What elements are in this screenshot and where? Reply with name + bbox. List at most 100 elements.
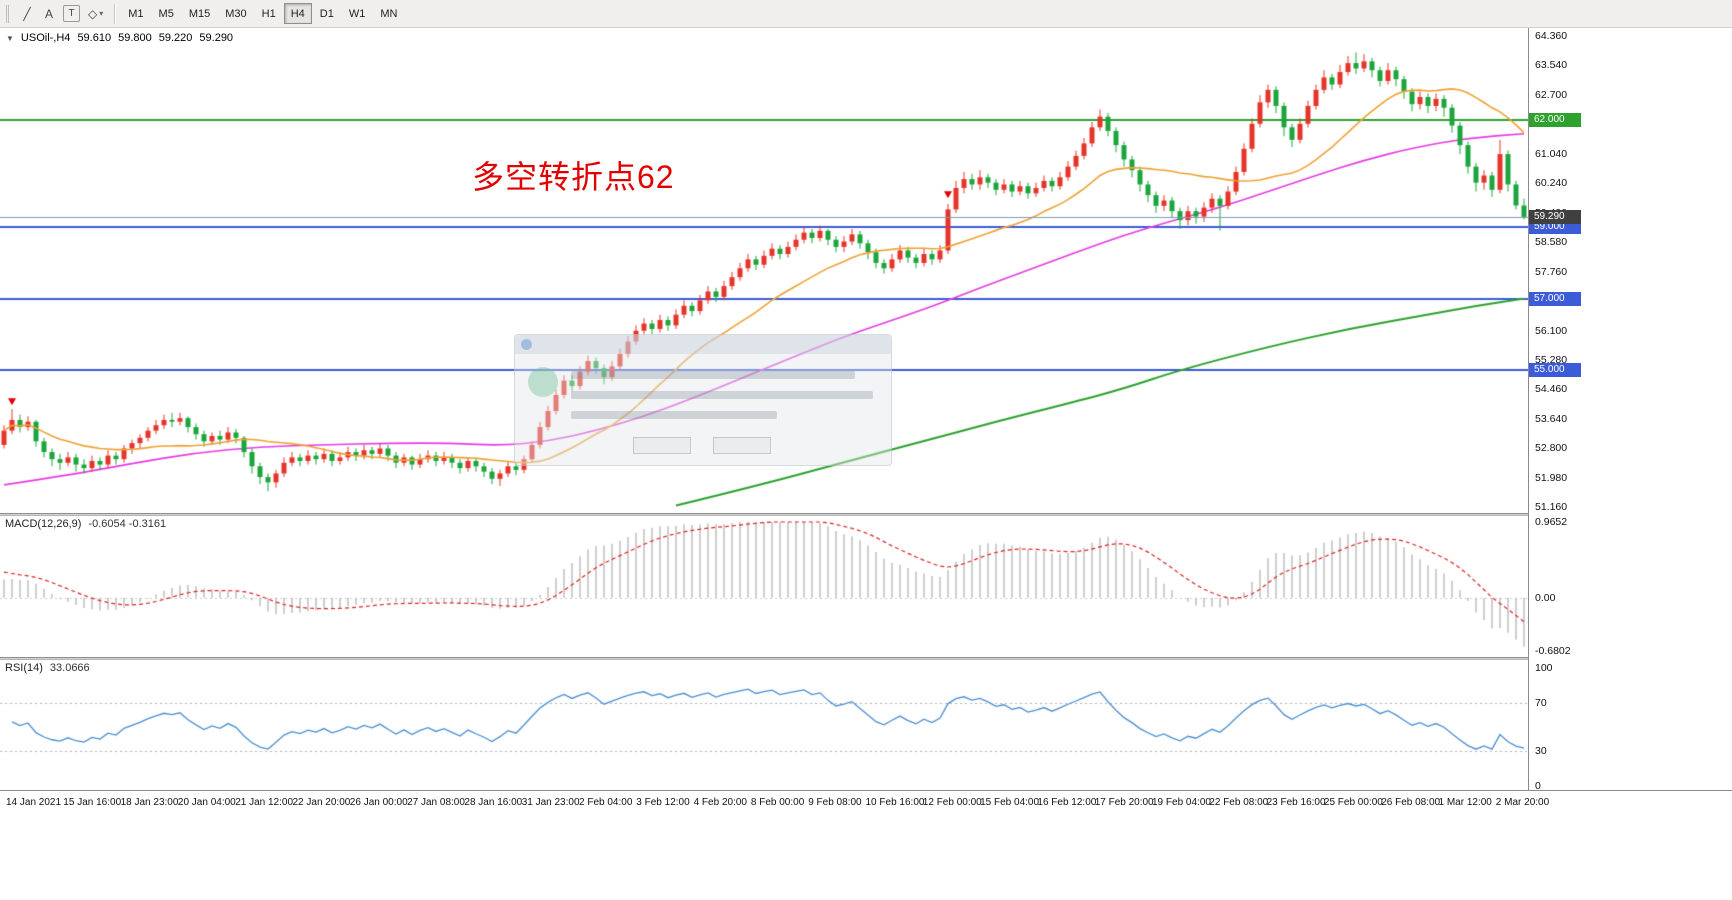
time-axis-label: 10 Feb 16:00: [865, 797, 925, 808]
rsi-panel-chart[interactable]: [0, 660, 1528, 790]
trendline-tool-button[interactable]: ╱: [16, 3, 38, 25]
watermark-text-line: [571, 391, 873, 399]
time-axis-label: 19 Feb 04:00: [1152, 797, 1211, 808]
rsi-scale-label: 70: [1535, 697, 1547, 710]
price-scale-label: 53.640: [1535, 412, 1568, 425]
time-axis-label: 22 Jan 20:00: [292, 797, 351, 808]
toolbar: ╱ A T ◇ ▾ M1 M5 M15 M30 H1 H4 D1 W1 MN: [0, 0, 1732, 28]
bid-price-badge: 59.290: [1529, 209, 1581, 224]
macd-scale-label: 0.00: [1535, 591, 1556, 604]
time-axis-label: 2 Mar 20:00: [1495, 797, 1550, 808]
symbol-period-label: USOil-,H4: [20, 32, 71, 44]
macd-label: MACD(12,26,9) -0.6054 -0.3161: [5, 518, 166, 530]
price-scale-label: 62.700: [1535, 89, 1568, 102]
time-axis-label: 12 Feb 00:00: [922, 797, 982, 808]
chart-symbol-header: ▼ USOil-,H4 59.610 59.800 59.220 59.290: [6, 32, 233, 44]
watermark-dialog: [514, 334, 892, 466]
price-scale-label: 51.160: [1535, 501, 1568, 513]
shapes-icon: ◇: [88, 6, 98, 21]
watermark-button: [633, 437, 691, 454]
price-scale-label: 57.760: [1535, 265, 1568, 278]
price-scale-label: 51.980: [1535, 471, 1568, 484]
time-axis-label: 26 Feb 08:00: [1381, 797, 1441, 808]
text-label-tool-button[interactable]: T: [63, 5, 80, 22]
rsi-scale-label: 30: [1535, 744, 1547, 757]
timeframe-button-w1[interactable]: W1: [348, 7, 366, 20]
time-axis-label: 31 Jan 23:00: [521, 797, 580, 808]
time-axis[interactable]: 14 Jan 2021 15 Jan 16:00 18 Jan 23:00 20 Ja…: [0, 790, 1732, 818]
time-axis-label: 14 Jan 2021: [6, 797, 62, 808]
chevron-down-icon: ▾: [99, 9, 104, 18]
panel-resize-divider[interactable]: [0, 657, 1732, 660]
price-scale-label: 52.800: [1535, 442, 1568, 455]
watermark-text-line: [571, 371, 855, 379]
rsi-value: 33.0666: [49, 662, 90, 674]
price-scale-label: 54.460: [1535, 383, 1568, 396]
time-axis-label: 25 Feb 00:00: [1323, 797, 1383, 808]
shapes-dropdown-button[interactable]: ◇ ▾: [83, 3, 108, 25]
macd-panel-chart[interactable]: [0, 516, 1528, 657]
time-axis-label: 15 Feb 04:00: [980, 797, 1040, 808]
time-axis-label: 2 Feb 04:00: [579, 797, 633, 808]
time-axis-label: 17 Feb 20:00: [1094, 797, 1154, 808]
time-axis-label: 26 Jan 00:00: [349, 797, 408, 808]
price-scale-label: 61.040: [1535, 148, 1568, 161]
macd-values: -0.6054 -0.3161: [88, 518, 167, 530]
time-axis-label: 28 Jan 16:00: [464, 797, 523, 808]
watermark-titlebar: [515, 335, 891, 354]
watermark-app-icon: [521, 339, 532, 350]
time-axis-label: 9 Feb 08:00: [808, 797, 862, 808]
time-axis-label: 22 Feb 08:00: [1209, 797, 1269, 808]
macd-scale-label: -0.6802: [1535, 645, 1571, 657]
chart-area: ▼ USOil-,H4 59.610 59.800 59.220 59.290 …: [0, 28, 1732, 900]
time-axis-label: 18 Jan 23:00: [120, 797, 179, 808]
hline-price-badge: 62.000: [1529, 113, 1581, 128]
rsi-scale-label: 100: [1535, 662, 1553, 674]
trendline-icon: ╱: [23, 6, 31, 21]
price-scale-label: 63.540: [1535, 59, 1568, 72]
time-axis-label: 3 Feb 12:00: [636, 797, 690, 808]
timeframe-button-h1[interactable]: H1: [261, 7, 276, 20]
toolbar-grip[interactable]: [6, 4, 12, 23]
toolbar-separator: [114, 3, 116, 24]
time-axis-label: 23 Feb 16:00: [1266, 797, 1326, 808]
timeframe-button-m1[interactable]: M1: [128, 7, 144, 20]
quote-close: 59.290: [199, 32, 234, 44]
text-tool-button[interactable]: A: [44, 6, 53, 21]
time-axis-label: 1 Mar 12:00: [1438, 797, 1492, 808]
rsi-name: RSI(14): [5, 662, 43, 674]
panel-resize-divider[interactable]: [0, 513, 1732, 516]
rsi-label: RSI(14) 33.0666: [5, 662, 90, 674]
time-axis-label: 16 Feb 12:00: [1037, 797, 1097, 808]
price-scale-label: 56.100: [1535, 324, 1568, 337]
hline-price-badge: 55.000: [1529, 362, 1581, 377]
timeframe-button-h4[interactable]: H4: [283, 3, 312, 24]
quote-open: 59.610: [77, 32, 112, 44]
timeframe-button-d1[interactable]: D1: [319, 7, 334, 20]
watermark-button: [713, 437, 771, 454]
hline-price-badge: 57.000: [1529, 291, 1581, 306]
timeframe-button-m15[interactable]: M15: [188, 7, 211, 20]
price-scale-label: 64.360: [1535, 30, 1568, 42]
price-scale[interactable]: 64.36063.54062.70061.88061.04060.24059.4…: [1528, 28, 1732, 792]
price-scale-label: 58.580: [1535, 236, 1568, 249]
collapse-indicator-icon[interactable]: ▼: [6, 33, 14, 43]
macd-scale-label: 0.9652: [1535, 516, 1568, 528]
quote-high: 59.800: [118, 32, 152, 44]
time-axis-label: 4 Feb 20:00: [693, 797, 747, 808]
time-axis-label: 27 Jan 08:00: [407, 797, 465, 808]
time-axis-label: 20 Jan 04:00: [177, 797, 236, 808]
watermark-logo-icon: [528, 367, 558, 397]
time-axis-label: 21 Jan 12:00: [235, 797, 294, 808]
timeframe-group: M1 M5 M15 M30 H1 H4 D1 W1 MN: [121, 3, 404, 24]
chart-annotation-text[interactable]: 多空转折点62: [472, 159, 675, 195]
main-price-chart[interactable]: [0, 28, 1528, 513]
timeframe-button-m5[interactable]: M5: [158, 7, 174, 20]
rsi-scale-label: 0: [1535, 780, 1541, 792]
time-axis-label: 15 Jan 16:00: [63, 797, 122, 808]
macd-name: MACD(12,26,9): [5, 518, 82, 530]
time-axis-label: 8 Feb 00:00: [750, 797, 805, 808]
timeframe-button-m30[interactable]: M30: [225, 7, 247, 20]
timeframe-button-mn[interactable]: MN: [380, 7, 398, 20]
